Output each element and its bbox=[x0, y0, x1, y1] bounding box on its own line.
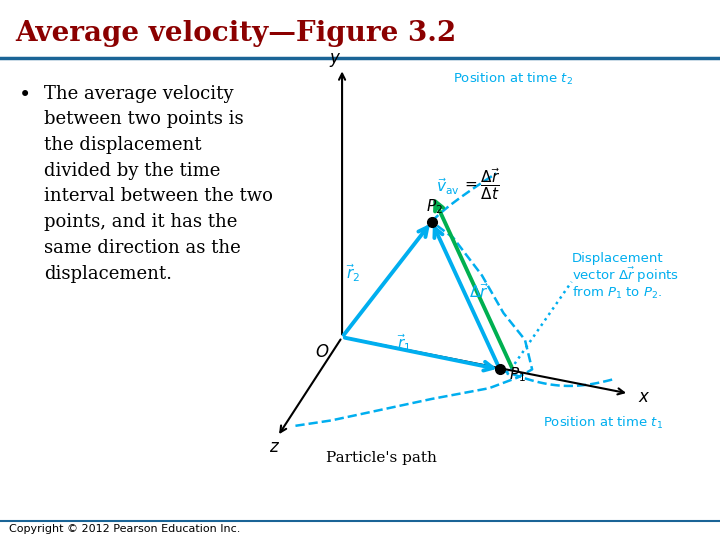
Text: •: • bbox=[19, 85, 32, 105]
Text: $\Delta\vec{r}$: $\Delta\vec{r}$ bbox=[469, 282, 489, 301]
Text: $= \dfrac{\Delta\vec{r}}{\Delta t}$: $= \dfrac{\Delta\vec{r}}{\Delta t}$ bbox=[462, 166, 501, 201]
Text: $x$: $x$ bbox=[639, 389, 651, 407]
Text: Average velocity—Figure 3.2: Average velocity—Figure 3.2 bbox=[16, 20, 457, 47]
Text: Position at time $t_1$: Position at time $t_1$ bbox=[543, 415, 663, 431]
Text: $y$: $y$ bbox=[329, 51, 341, 70]
Text: Particle's path: Particle's path bbox=[326, 451, 437, 465]
Text: Copyright © 2012 Pearson Education Inc.: Copyright © 2012 Pearson Education Inc. bbox=[9, 524, 240, 534]
Text: $z$: $z$ bbox=[269, 439, 280, 456]
Text: $\vec{r}_1$: $\vec{r}_1$ bbox=[397, 333, 411, 354]
Text: $\vec{r}_2$: $\vec{r}_2$ bbox=[346, 262, 360, 284]
Text: $P_2$: $P_2$ bbox=[426, 197, 443, 215]
Text: $P_1$: $P_1$ bbox=[509, 365, 526, 384]
Text: Displacement: Displacement bbox=[572, 252, 663, 265]
Text: Position at time $t_2$: Position at time $t_2$ bbox=[453, 71, 573, 87]
Text: from $P_1$ to $P_2$.: from $P_1$ to $P_2$. bbox=[572, 286, 662, 301]
Text: The average velocity
between two points is
the displacement
divided by the time
: The average velocity between two points … bbox=[45, 85, 274, 282]
Text: vector $\Delta\vec{r}$ points: vector $\Delta\vec{r}$ points bbox=[572, 265, 678, 285]
Text: $\vec{v}_{\mathrm{av}}$: $\vec{v}_{\mathrm{av}}$ bbox=[436, 177, 459, 197]
Text: $O$: $O$ bbox=[315, 343, 329, 361]
